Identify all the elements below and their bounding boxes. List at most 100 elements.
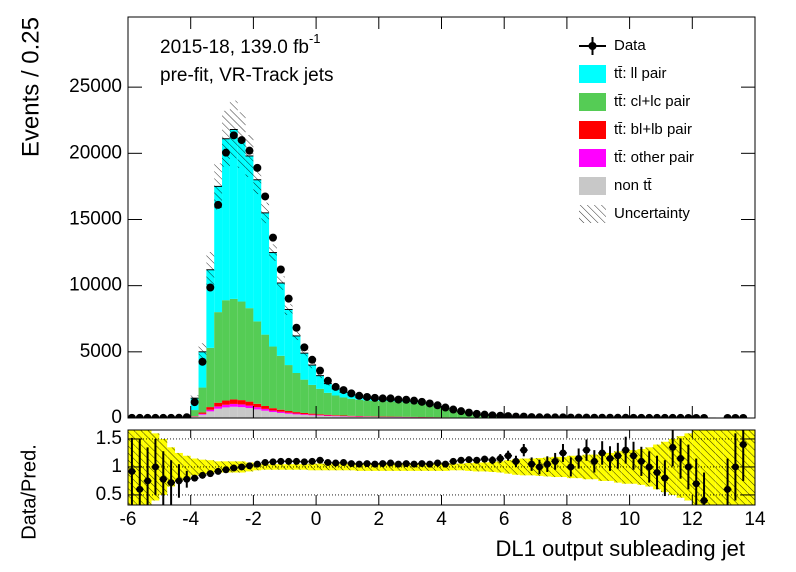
histogram-bar (237, 404, 246, 408)
data-point (660, 413, 669, 418)
x-tick-label: -4 (182, 509, 199, 530)
histogram-bar (402, 402, 411, 417)
histogram-bar (308, 365, 317, 385)
histogram-bar (253, 407, 262, 410)
data-point (606, 413, 615, 418)
y-tick-label: 5000 (80, 341, 122, 362)
histogram-bar (386, 401, 395, 417)
ratio-y-axis-label: Data/Pred. (18, 444, 40, 540)
histogram-bar (347, 398, 356, 416)
histogram-bar (229, 129, 238, 299)
uncertainty-band (292, 331, 301, 341)
histogram-bar (363, 400, 371, 417)
ratio-point (293, 457, 301, 465)
ratio-band-hatch (300, 464, 309, 470)
legend-label: Uncertainty (614, 205, 690, 222)
histogram-bar (198, 412, 207, 414)
ratio-point (371, 460, 379, 468)
ratio-point (598, 449, 606, 457)
data-point (621, 413, 630, 418)
data-point (237, 136, 246, 145)
ratio-band-hatch (700, 430, 708, 505)
histogram-bar (284, 411, 293, 413)
data-point (700, 413, 709, 418)
ratio-band-hatch (449, 463, 458, 471)
histogram-bar (214, 186, 223, 313)
histogram-bar (300, 353, 309, 380)
uncertainty-band (245, 134, 254, 177)
ratio-point (434, 459, 442, 467)
ratio-frame (127, 429, 756, 506)
legend-swatch (579, 177, 606, 195)
ratio-point (183, 475, 191, 483)
histogram-bar (300, 414, 309, 418)
ratio-point (300, 458, 308, 466)
x-tick-label: 10 (619, 509, 640, 530)
ratio-point (340, 458, 348, 466)
legend-label: tt̄: other pair (614, 149, 694, 166)
histogram-bar (347, 416, 356, 418)
histogram-bar (190, 416, 199, 418)
histogram-bar (222, 400, 230, 405)
histogram-bar (308, 413, 317, 415)
ratio-point (316, 456, 324, 464)
x-tick-label: 6 (499, 509, 510, 530)
y-tick-label: 25000 (69, 76, 122, 97)
data-point (558, 413, 567, 418)
data-point (198, 357, 207, 366)
legend-label: Data (614, 37, 646, 54)
annotation: pre-fit, VR-Track jets (160, 65, 334, 86)
uncertainty-band (308, 361, 317, 369)
data-point (386, 394, 395, 403)
data-point (472, 409, 481, 418)
data-point (527, 413, 536, 418)
ratio-point (692, 480, 700, 488)
x-tick-label: 8 (562, 509, 573, 530)
histogram-bar (276, 412, 285, 418)
data-point (135, 413, 144, 418)
ratio-point (426, 460, 434, 468)
data-point (300, 343, 309, 352)
histogram-bar (339, 416, 348, 418)
histogram-bar (316, 414, 324, 416)
ratio-plot (128, 430, 755, 505)
ratio-point (481, 455, 489, 463)
data-point (229, 131, 238, 140)
ratio-point (441, 460, 449, 468)
ratio-point (520, 446, 528, 454)
histogram-bar (253, 409, 262, 418)
ratio-band-hatch (668, 438, 677, 495)
histogram-bar (323, 415, 332, 417)
histogram-bar (222, 404, 230, 408)
ratio-point (363, 460, 371, 468)
annotation-text: 2015-18, 139.0 fb (160, 37, 309, 58)
data-point (574, 413, 583, 418)
histogram-bar (237, 400, 246, 405)
data-point (261, 192, 270, 201)
ratio-point (222, 466, 230, 474)
histogram-bar (378, 401, 387, 417)
uncertainty-band (284, 304, 293, 315)
y-tick-label: 0.5 (96, 484, 122, 505)
histogram-bar (276, 409, 285, 412)
histogram-bar (276, 283, 285, 356)
histogram-bar (269, 412, 277, 418)
data-point (637, 413, 646, 418)
legend-label: non tt̄ (614, 177, 652, 194)
histogram-bar (323, 416, 332, 418)
ratio-point (238, 463, 246, 471)
ratio-point (504, 452, 512, 460)
annotation-superscript: -1 (309, 31, 321, 46)
data-point (457, 407, 466, 416)
ratio-point (379, 460, 387, 468)
ratio-band-hatch (582, 454, 591, 480)
data-point (645, 413, 654, 418)
ratio-point (245, 462, 253, 470)
histogram-bar (316, 388, 324, 415)
uncertainty-band (222, 110, 230, 167)
ratio-band-hatch (386, 463, 395, 471)
ratio-point (402, 460, 410, 468)
ratio-point (136, 485, 144, 493)
ratio-point (269, 458, 277, 466)
ratio-point (669, 443, 677, 451)
